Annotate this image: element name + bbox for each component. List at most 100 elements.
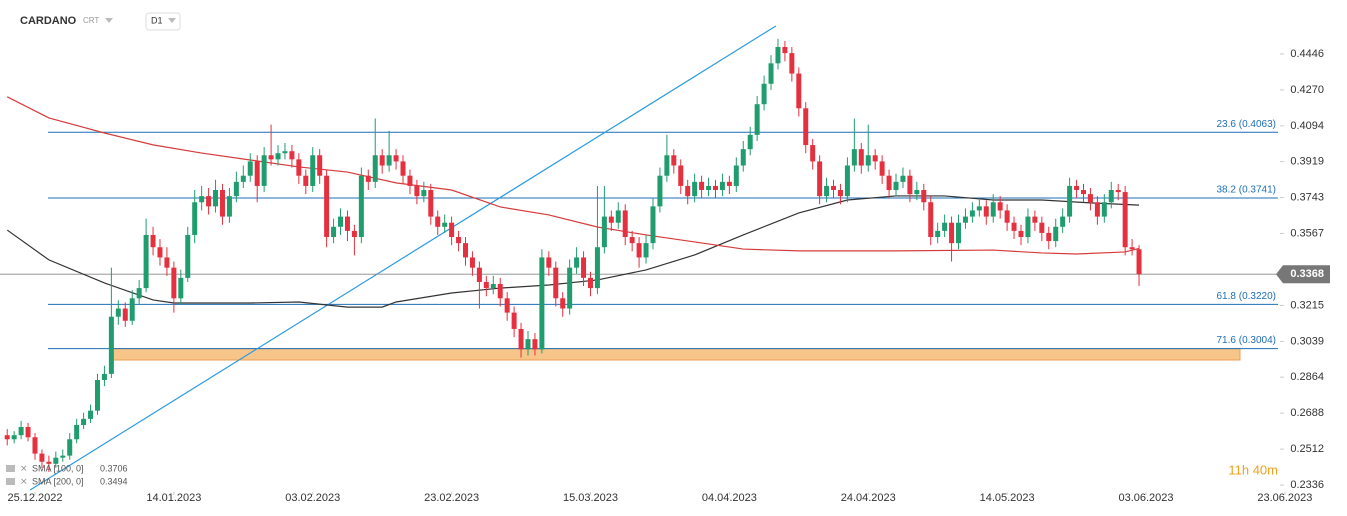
y-tick-label: 0.3039 [1290, 335, 1324, 347]
candle-body [192, 202, 198, 235]
candle-body [775, 46, 781, 64]
candle-body [990, 202, 996, 217]
source[interactable]: CRT [83, 16, 99, 25]
candle-body [178, 277, 184, 299]
timer: 11h 40m [1228, 462, 1278, 477]
candle-body [338, 216, 344, 227]
candle-body [289, 151, 295, 160]
candle-body [171, 267, 177, 299]
candle-body [268, 155, 274, 160]
legend-icon [6, 478, 15, 485]
candle-body [1074, 185, 1080, 191]
candle-body [463, 243, 469, 258]
interval[interactable]: D1 [151, 15, 163, 25]
candle-body [615, 210, 621, 223]
candle-body [1060, 216, 1066, 227]
x-tick-label: 03.02.2023 [285, 492, 340, 504]
candle-body [351, 230, 357, 238]
candle-body [712, 185, 718, 191]
candle-body [428, 190, 434, 217]
candle-body [261, 155, 267, 186]
candle-body [921, 190, 927, 203]
candle-body [678, 165, 684, 186]
candle-body [435, 216, 441, 227]
candle-body [25, 427, 31, 438]
candle-body [442, 222, 448, 227]
y-tick-label: 0.2864 [1290, 371, 1324, 383]
x-tick-label: 23.06.2023 [1257, 492, 1312, 504]
candle-body [497, 284, 503, 299]
candle-body [1025, 216, 1031, 238]
x-tick-label: 14.01.2023 [146, 492, 201, 504]
candle-body [185, 234, 191, 278]
candle-body [303, 175, 309, 186]
dropdown-arrow[interactable] [168, 18, 176, 23]
candle-body [761, 83, 767, 105]
candle-body [1039, 222, 1045, 233]
candle-body [685, 185, 691, 197]
candle-body [11, 435, 17, 440]
y-tick-label: 0.2688 [1290, 407, 1324, 419]
x-tick-label: 04.04.2023 [702, 492, 757, 504]
candle-body [844, 165, 850, 197]
candle-body [532, 339, 538, 350]
candle-body [483, 281, 489, 289]
x-tick-label: 25.12.2022 [7, 492, 62, 504]
candle-body [1067, 185, 1073, 217]
candle-body [310, 155, 316, 186]
candle-body [525, 339, 531, 350]
candle-body [282, 151, 288, 154]
candle-body [942, 222, 948, 231]
candle-body [81, 418, 87, 425]
y-tick-label: 0.3743 [1290, 191, 1324, 203]
candle-body [969, 210, 975, 217]
candle-body [872, 155, 878, 162]
candle-body [1136, 249, 1142, 275]
interval-box[interactable] [145, 12, 181, 31]
fib-label: 38.2 (0.3741) [1217, 185, 1277, 196]
candle-body [900, 175, 906, 182]
y-tick-label: 0.4446 [1290, 48, 1324, 60]
candle-body [1032, 216, 1038, 223]
candle-body [629, 237, 635, 244]
candle-body [379, 155, 385, 166]
candle-body [587, 277, 593, 289]
candle-body [247, 161, 253, 176]
candle-body [664, 155, 670, 176]
candle-body [831, 185, 837, 191]
legend-value: 0.3706 [100, 463, 128, 473]
candle-body [393, 155, 399, 162]
trendline [29, 25, 777, 491]
candle-body [1080, 190, 1086, 195]
candle-body [18, 427, 24, 436]
price-badge [1276, 265, 1330, 284]
candle-body [810, 145, 816, 162]
candle-body [1122, 192, 1128, 248]
fib-label: 23.6 (0.4063) [1217, 119, 1277, 130]
candle-body [858, 149, 864, 166]
candle-body [254, 161, 260, 186]
dropdown-arrow[interactable] [105, 18, 113, 23]
candle-body [67, 439, 73, 456]
candle-body [719, 181, 725, 191]
x-tick-label: 23.02.2023 [424, 492, 479, 504]
legend-value: 0.3494 [100, 476, 128, 486]
x-tick-label: 03.06.2023 [1118, 492, 1173, 504]
price-badge-label: 0.3368 [1290, 268, 1324, 280]
candle-body [400, 161, 406, 176]
candle-body [726, 181, 732, 186]
candle-body [747, 134, 753, 150]
candle-body [699, 181, 705, 191]
candle-body [574, 257, 580, 268]
candle-body [331, 226, 337, 238]
candle-body [997, 202, 1003, 211]
candle-body [115, 308, 121, 317]
candle-body [206, 196, 212, 207]
candle-body [324, 175, 330, 238]
candle-body [476, 267, 482, 282]
candle-body [782, 46, 788, 54]
legend-close: ✕ [20, 476, 28, 486]
legend-close: ✕ [20, 463, 28, 473]
candle-body [108, 316, 114, 374]
candle-body [983, 206, 989, 217]
